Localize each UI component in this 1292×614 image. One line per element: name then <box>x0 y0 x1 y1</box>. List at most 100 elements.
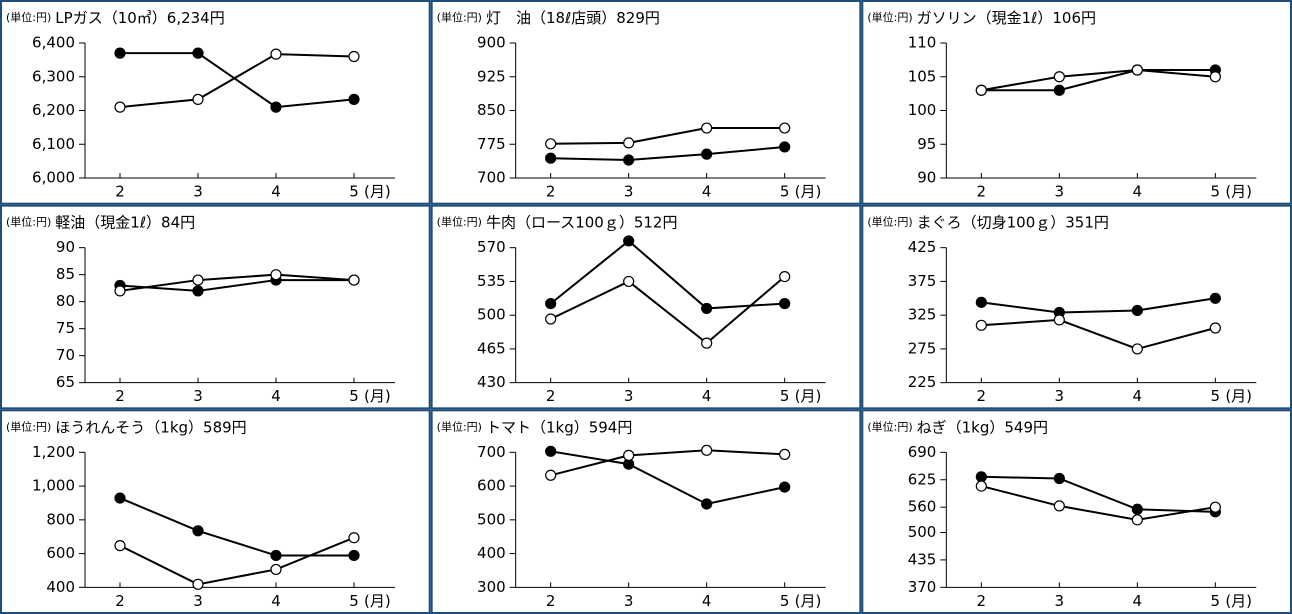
y-tick-label: 225 <box>908 373 937 391</box>
y-tick-label: 560 <box>908 498 937 516</box>
data-point <box>1132 65 1142 75</box>
y-tick-label: 500 <box>477 306 506 324</box>
y-tick-label: 6,200 <box>32 101 75 119</box>
data-point <box>546 153 556 163</box>
data-point <box>1054 85 1064 95</box>
data-point <box>702 338 712 348</box>
x-unit-label: (月) <box>795 592 822 610</box>
chart-title: (単位:円)ガソリン（現金1ℓ）106円 <box>867 9 1096 27</box>
unit-label: (単位:円) <box>437 215 482 229</box>
y-tick-label: 375 <box>908 272 937 290</box>
chart-title: (単位:円) ねぎ（1kg）549円 <box>867 418 1048 436</box>
x-tick-label: 3 <box>1055 183 1065 201</box>
chart-panel: (単位:円)ガソリン（現金1ℓ）106円90951001051102345(月) <box>862 1 1291 204</box>
unit-label: (単位:円) <box>867 215 912 229</box>
chart-panel: (単位:円)ほうれんそう（1kg）589円4006008001,0001,200… <box>1 410 430 613</box>
data-point <box>1054 315 1064 325</box>
x-tick-label: 3 <box>193 387 203 405</box>
series-line <box>551 451 785 504</box>
y-tick-label: 600 <box>46 544 75 562</box>
data-point <box>702 499 712 509</box>
y-tick-label: 95 <box>917 135 936 153</box>
series-line <box>981 320 1215 349</box>
data-point <box>624 236 634 246</box>
data-point <box>193 94 203 104</box>
chart-panel: (単位:円)まぐろ（切身100ｇ）351円2252753253754252345… <box>862 206 1291 409</box>
data-point <box>1054 72 1064 82</box>
data-point <box>780 272 790 282</box>
title-text: トマト（1kg）594円 <box>486 418 632 436</box>
data-point <box>1210 502 1220 512</box>
x-unit-label: (月) <box>364 183 391 201</box>
data-point <box>976 481 986 491</box>
y-tick-label: 400 <box>46 578 75 596</box>
data-point <box>702 149 712 159</box>
data-point <box>780 449 790 459</box>
unit-label: (単位:円) <box>6 215 51 229</box>
unit-label: (単位:円) <box>6 419 51 433</box>
y-tick-label: 370 <box>908 578 937 596</box>
data-point <box>1210 323 1220 333</box>
data-point <box>546 314 556 324</box>
chart-panel: (単位:円)ねぎ（1kg）549円3704355005606256902345(… <box>862 410 1291 613</box>
title-text: ガソリン（現金1ℓ）106円 <box>917 9 1096 27</box>
y-tick-label: 80 <box>56 292 75 310</box>
x-tick-label: 3 <box>193 183 203 201</box>
data-point <box>976 297 986 307</box>
y-tick-label: 500 <box>477 510 506 528</box>
data-point <box>976 472 986 482</box>
x-tick-label: 2 <box>115 387 125 405</box>
y-tick-label: 535 <box>477 272 506 290</box>
series-line <box>120 53 354 107</box>
chart-title: (単位:円)トマト（1kg）594円 <box>437 418 633 436</box>
data-point <box>349 94 359 104</box>
data-point <box>780 123 790 133</box>
x-tick-label: 4 <box>1133 592 1143 610</box>
y-tick-label: 75 <box>56 319 75 337</box>
x-tick-label: 3 <box>624 592 634 610</box>
data-point <box>115 48 125 58</box>
data-point <box>349 533 359 543</box>
x-unit-label: (月) <box>364 592 391 610</box>
data-point <box>349 550 359 560</box>
title-text: まぐろ（切身100ｇ）351円 <box>917 213 1109 231</box>
data-point <box>115 493 125 503</box>
data-point <box>1054 473 1064 483</box>
x-tick-label: 4 <box>1133 387 1143 405</box>
x-tick-label: 2 <box>977 387 987 405</box>
unit-label: (単位:円) <box>867 419 912 433</box>
data-point <box>546 299 556 309</box>
x-tick-label: 5 <box>1211 387 1221 405</box>
data-point <box>1132 504 1142 514</box>
y-tick-label: 465 <box>477 339 506 357</box>
x-tick-label: 3 <box>1055 592 1065 610</box>
y-tick-label: 1,200 <box>32 443 75 461</box>
x-tick-label: 3 <box>624 183 634 201</box>
data-point <box>1132 515 1142 525</box>
x-tick-label: 5 <box>1211 592 1221 610</box>
x-tick-label: 5 <box>349 183 359 201</box>
data-point <box>193 286 203 296</box>
x-tick-label: 2 <box>977 183 987 201</box>
data-point <box>624 138 634 148</box>
series-line <box>551 128 785 144</box>
data-point <box>349 275 359 285</box>
y-tick-label: 90 <box>917 169 936 187</box>
x-tick-label: 2 <box>115 183 125 201</box>
data-point <box>271 270 281 280</box>
x-tick-label: 5 <box>780 183 790 201</box>
y-tick-label: 570 <box>477 238 506 256</box>
chart-title: (単位:円)牛肉（ロース100ｇ）512円 <box>437 213 678 231</box>
x-tick-label: 2 <box>546 387 556 405</box>
data-point <box>780 299 790 309</box>
unit-label: (単位:円) <box>437 10 482 24</box>
title-text: ねぎ（1kg）549円 <box>917 418 1048 436</box>
data-point <box>193 579 203 589</box>
data-point <box>271 550 281 560</box>
data-point <box>1054 501 1064 511</box>
y-tick-label: 6,000 <box>32 169 75 187</box>
chart-title: (単位:円) まぐろ（切身100ｇ）351円 <box>867 213 1109 231</box>
y-tick-label: 500 <box>908 523 937 541</box>
